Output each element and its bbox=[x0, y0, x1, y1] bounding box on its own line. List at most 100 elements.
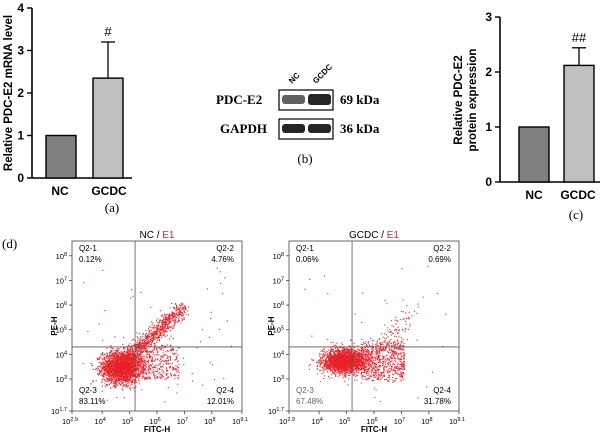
flow-point bbox=[107, 365, 109, 367]
flow-point bbox=[175, 365, 177, 367]
flow-point bbox=[123, 352, 125, 354]
flow-point bbox=[183, 318, 186, 320]
flow-point bbox=[160, 334, 162, 336]
flow-point bbox=[135, 354, 137, 356]
flow-point bbox=[156, 328, 158, 330]
flow-point bbox=[115, 371, 117, 373]
flow-point bbox=[152, 322, 154, 324]
flow-plot-nc-q4-name: Q2-4 bbox=[216, 386, 234, 395]
flow-point bbox=[131, 372, 133, 374]
flow-point bbox=[330, 349, 332, 351]
flow-plot-nc: NC / E1 102.9 104 105 106 107 108 109.1 101.71… bbox=[50, 230, 248, 433]
flow-point bbox=[104, 368, 106, 370]
flow-point bbox=[183, 364, 185, 366]
flow-point bbox=[148, 375, 150, 377]
flow-point bbox=[105, 368, 107, 370]
flow-point bbox=[122, 361, 124, 363]
flow-point bbox=[110, 368, 112, 370]
flow-point bbox=[96, 368, 98, 370]
flow-point bbox=[326, 351, 328, 353]
flow-point bbox=[118, 367, 120, 369]
flow-point bbox=[145, 334, 147, 336]
flow-point bbox=[166, 323, 168, 325]
flow-point bbox=[127, 357, 129, 359]
flow-point bbox=[132, 376, 134, 378]
flow-point bbox=[118, 359, 120, 361]
flow-point bbox=[108, 359, 110, 361]
flow-point bbox=[96, 358, 99, 360]
flow-point bbox=[135, 363, 137, 365]
flow-point bbox=[144, 340, 146, 342]
flow-point bbox=[140, 371, 142, 373]
flow-point bbox=[171, 366, 173, 368]
flow-point bbox=[101, 353, 103, 356]
flow-point bbox=[139, 345, 141, 347]
flow-point bbox=[136, 364, 138, 366]
flow-point bbox=[113, 354, 115, 356]
flow-point bbox=[139, 342, 142, 344]
flow-point bbox=[165, 317, 167, 319]
flow-point bbox=[122, 361, 125, 363]
flow-point bbox=[149, 378, 151, 380]
flow-point bbox=[165, 314, 167, 316]
flow-point bbox=[126, 377, 128, 379]
flow-point bbox=[148, 336, 151, 338]
flow-point bbox=[123, 347, 125, 349]
flow-point bbox=[347, 348, 350, 351]
flow-point bbox=[142, 364, 144, 366]
flow-point bbox=[125, 383, 127, 385]
flow-point bbox=[185, 308, 187, 310]
flow-point bbox=[108, 360, 110, 362]
flow-point bbox=[129, 348, 131, 350]
flow-point bbox=[182, 306, 184, 308]
flow-point bbox=[164, 346, 166, 349]
flow-point bbox=[155, 367, 157, 369]
flow-point bbox=[147, 335, 149, 337]
flow-point bbox=[134, 351, 136, 353]
flow-point bbox=[173, 354, 175, 356]
flow-point bbox=[114, 374, 116, 376]
flow-point bbox=[145, 344, 147, 346]
flow-point bbox=[183, 317, 185, 319]
flow-point bbox=[167, 323, 169, 325]
flow-point bbox=[156, 354, 158, 356]
flow-point bbox=[145, 366, 148, 368]
flow-point bbox=[135, 357, 137, 359]
flow-point bbox=[153, 326, 155, 328]
flow-plot-nc-q3-value: 83.11% bbox=[79, 397, 106, 406]
flow-point bbox=[167, 357, 169, 359]
flow-point bbox=[108, 355, 110, 357]
flow-point bbox=[179, 312, 181, 314]
flow-point bbox=[359, 353, 361, 355]
flow-point bbox=[142, 370, 144, 372]
flow-point bbox=[130, 345, 132, 348]
flow-point bbox=[125, 378, 127, 380]
flow-point bbox=[176, 367, 178, 369]
flow-point bbox=[169, 349, 171, 351]
flow-point bbox=[137, 356, 139, 358]
flow-point bbox=[160, 356, 163, 358]
flow-point bbox=[322, 356, 324, 359]
flow-point bbox=[148, 364, 150, 366]
flow-point bbox=[173, 308, 176, 310]
flow-point bbox=[107, 361, 109, 363]
flow-point bbox=[206, 288, 208, 290]
flow-point bbox=[132, 361, 134, 363]
flow-point bbox=[102, 366, 105, 368]
flow-point bbox=[174, 368, 176, 370]
flow-point bbox=[338, 350, 340, 352]
flow-point bbox=[109, 357, 111, 359]
flow-point bbox=[123, 371, 125, 374]
flow-point bbox=[328, 356, 330, 358]
flow-point bbox=[120, 362, 122, 364]
flow-point bbox=[122, 355, 124, 357]
flow-point bbox=[114, 382, 116, 384]
flow-point bbox=[154, 333, 156, 335]
flow-point bbox=[128, 354, 130, 356]
flow-point bbox=[348, 364, 350, 366]
flow-point bbox=[108, 373, 110, 376]
flow-point bbox=[353, 370, 355, 372]
flow-point bbox=[135, 386, 137, 388]
flow-point bbox=[141, 350, 143, 352]
